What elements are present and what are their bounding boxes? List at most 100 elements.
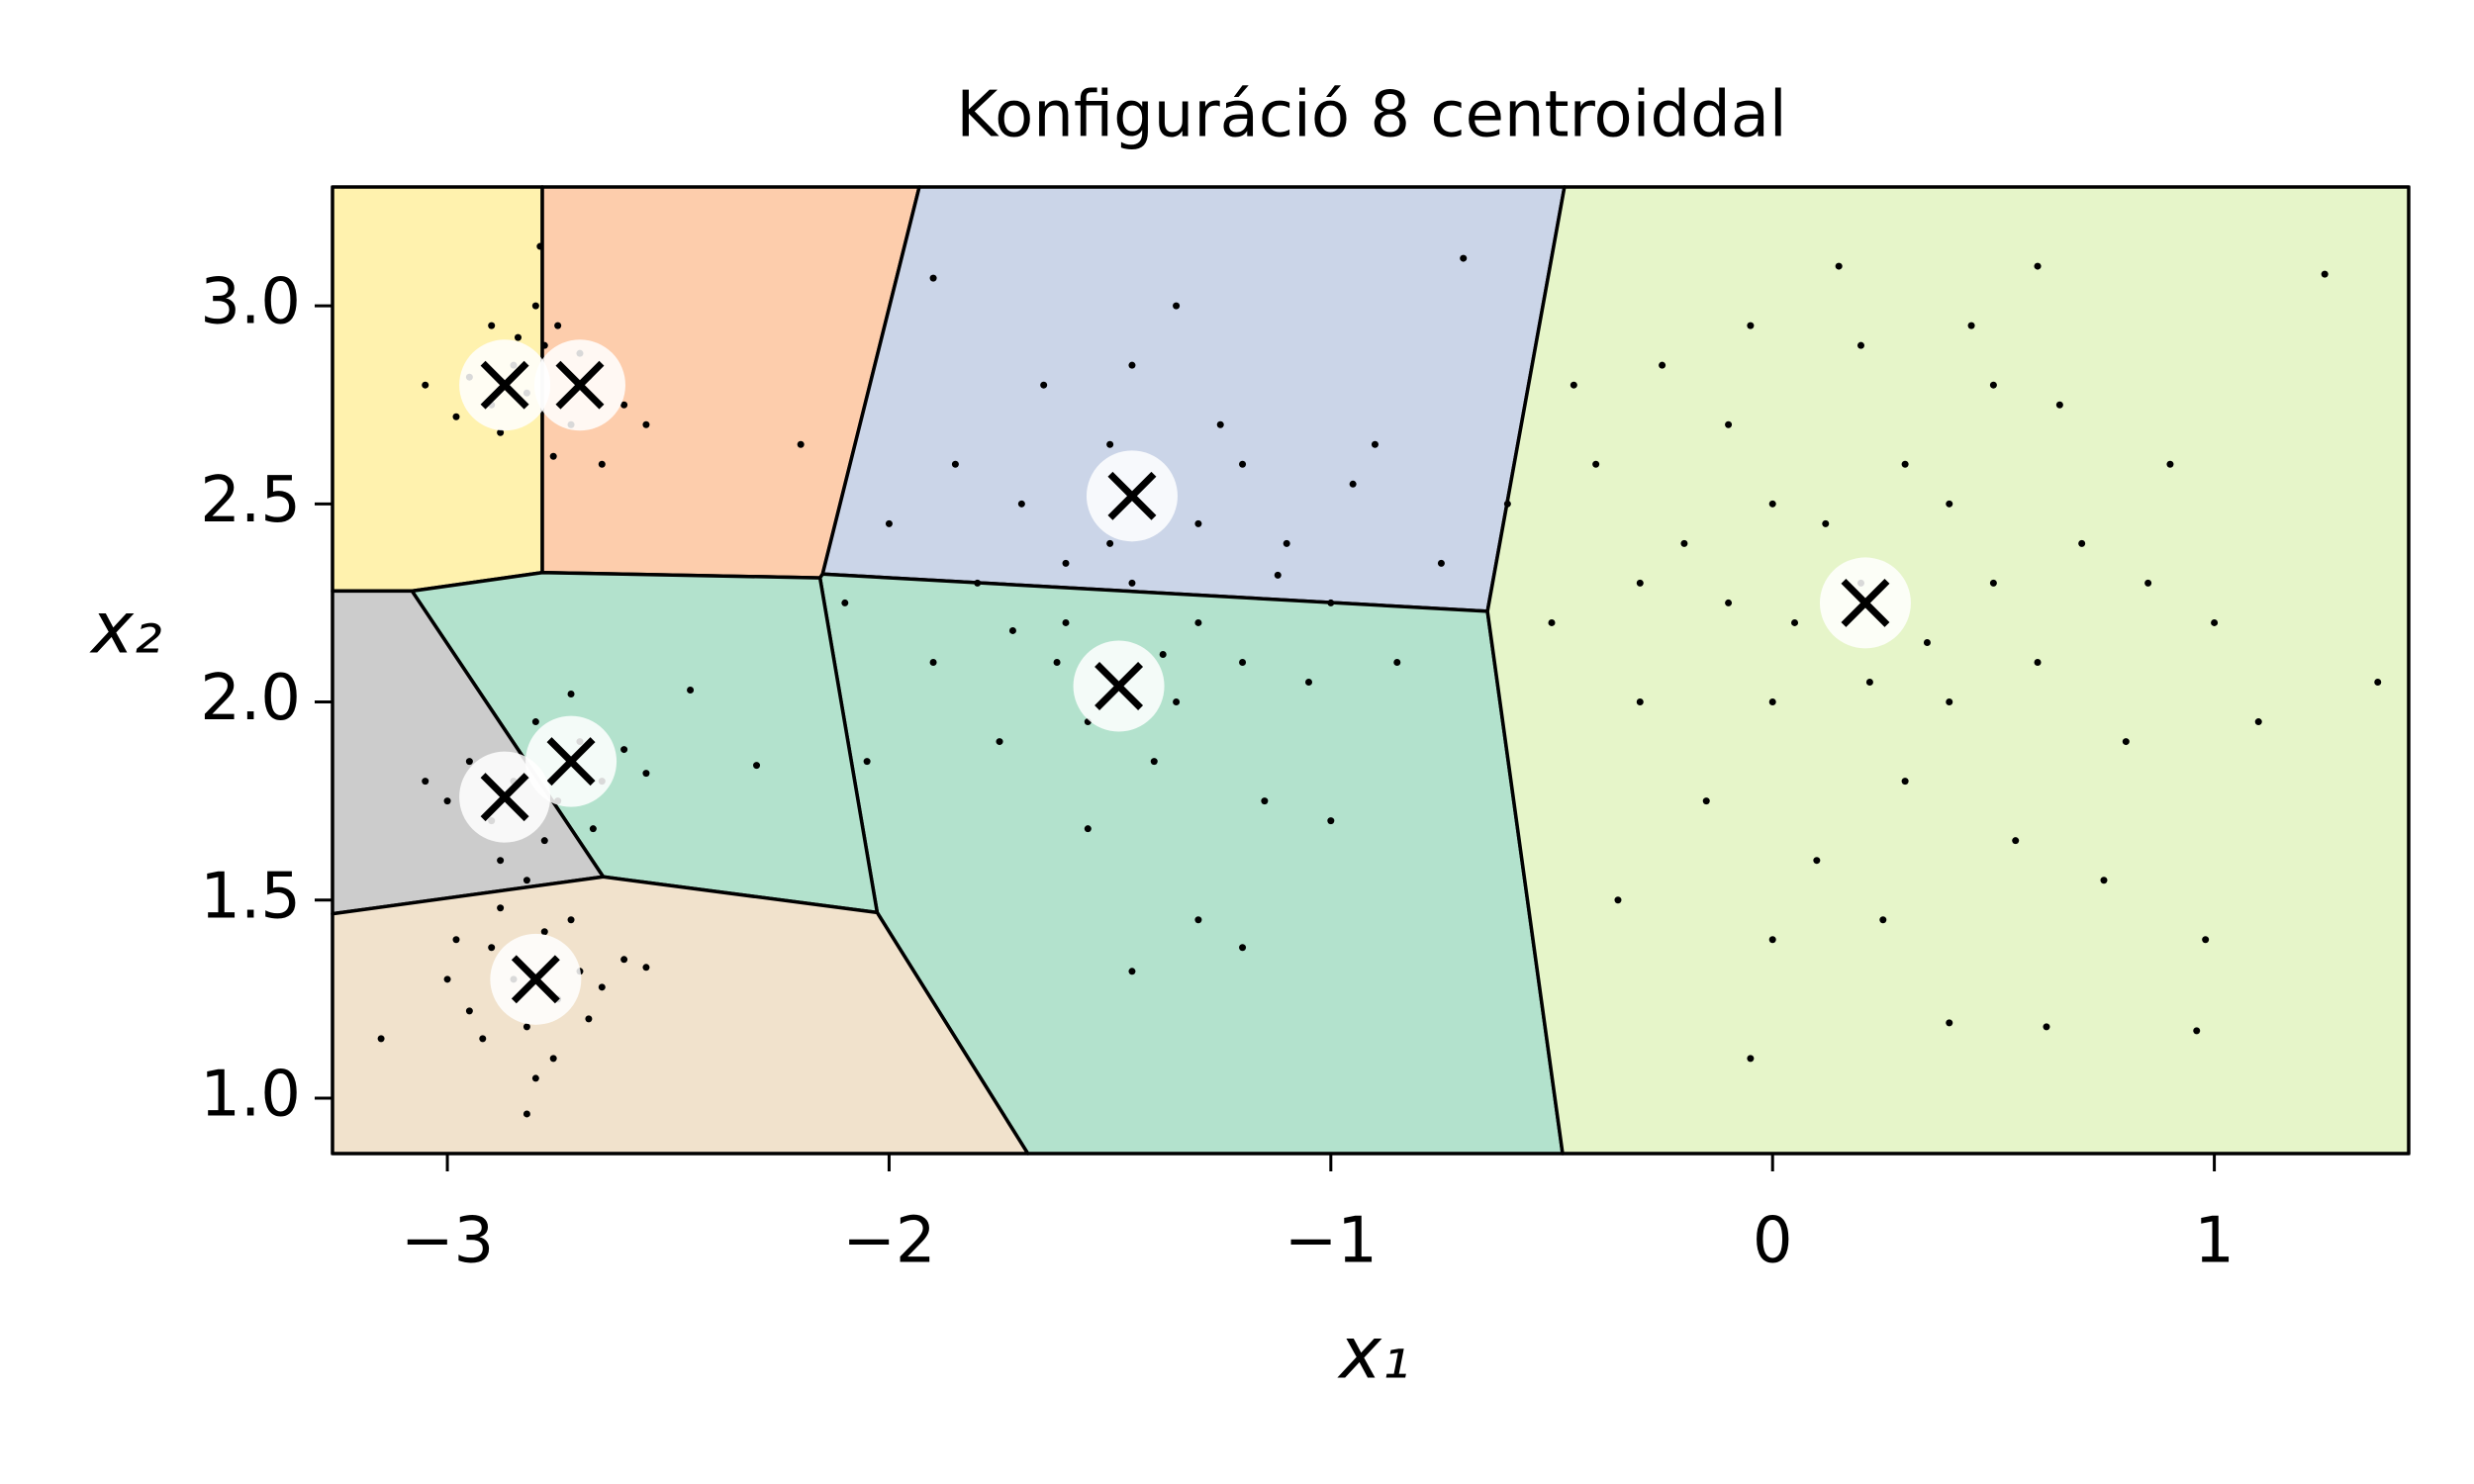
data-point <box>567 691 575 698</box>
centroid-cross <box>480 360 529 410</box>
data-point <box>1128 968 1136 975</box>
data-point <box>1747 322 1755 329</box>
centroid-cross <box>1841 578 1890 627</box>
data-point <box>1216 420 1224 428</box>
data-point <box>1128 579 1136 587</box>
data-point <box>2043 1023 2050 1031</box>
data-point <box>1865 679 1873 687</box>
data-point <box>1835 262 1843 270</box>
data-point <box>620 401 628 409</box>
data-point <box>1106 539 1114 547</box>
data-point <box>1791 618 1799 626</box>
data-point <box>497 857 505 865</box>
data-point <box>422 778 429 786</box>
data-point <box>1659 361 1666 369</box>
data-point <box>540 837 548 845</box>
data-point <box>554 322 562 329</box>
data-point <box>531 718 539 726</box>
data-point <box>1239 460 1247 468</box>
centroid-cross <box>1094 662 1144 710</box>
data-point <box>549 1055 557 1063</box>
data-point <box>1923 638 1931 646</box>
data-point <box>1967 322 1975 329</box>
data-point <box>531 1074 539 1082</box>
data-point <box>1261 797 1269 805</box>
data-point <box>797 440 805 448</box>
data-point <box>1946 698 1953 706</box>
data-point <box>2078 539 2086 547</box>
x-tick-label: −1 <box>1285 1205 1378 1278</box>
data-point <box>1283 539 1290 547</box>
data-point <box>1194 519 1202 527</box>
data-point <box>567 916 575 924</box>
x-tick-label: 0 <box>1753 1205 1793 1278</box>
data-point <box>1747 1055 1755 1063</box>
data-point <box>1128 361 1136 369</box>
data-point <box>642 420 650 428</box>
data-point <box>585 1015 593 1023</box>
data-point <box>1989 579 1997 587</box>
data-point <box>452 413 460 420</box>
data-point <box>1371 440 1379 448</box>
data-point <box>536 242 544 250</box>
data-point <box>1879 916 1887 924</box>
data-point <box>1437 559 1445 567</box>
data-point <box>422 381 429 389</box>
data-point <box>1008 626 1016 634</box>
data-point <box>465 1007 473 1015</box>
data-point <box>443 975 451 983</box>
data-point <box>1901 778 1909 786</box>
data-point <box>540 928 548 936</box>
data-point <box>452 936 460 944</box>
chart-title: Konfiguráció 8 centroiddal <box>956 79 1786 152</box>
x-tick-label: −3 <box>401 1205 494 1278</box>
data-point <box>687 687 695 695</box>
data-point <box>2055 401 2063 409</box>
data-point <box>1768 698 1776 706</box>
data-point <box>1194 618 1202 626</box>
data-point <box>540 341 548 349</box>
data-point <box>753 762 761 770</box>
data-point <box>1040 381 1048 389</box>
y-axis-label: x₂ <box>89 587 161 670</box>
data-point <box>1901 460 1909 468</box>
data-point <box>951 460 959 468</box>
region <box>1485 185 2411 1156</box>
data-point <box>1239 658 1247 666</box>
data-point <box>1393 658 1401 666</box>
data-point <box>2034 262 2042 270</box>
data-point <box>523 1023 530 1031</box>
data-point <box>620 956 628 964</box>
data-point <box>1017 500 1025 508</box>
data-point <box>996 738 1003 746</box>
data-point <box>929 274 937 282</box>
data-point <box>1946 500 1953 508</box>
data-point <box>1548 618 1556 626</box>
data-point <box>1614 896 1622 904</box>
data-point <box>589 825 597 833</box>
data-point <box>1349 480 1357 488</box>
data-point <box>1989 381 1997 389</box>
data-point <box>1636 698 1644 706</box>
data-point <box>2012 837 2020 845</box>
data-point <box>514 333 522 341</box>
x-tick-label: 1 <box>2194 1205 2235 1278</box>
centroid-cross <box>555 360 605 410</box>
data-point <box>443 797 451 805</box>
data-point <box>1173 302 1181 310</box>
data-point <box>2166 460 2174 468</box>
data-point <box>1570 381 1577 389</box>
data-point <box>1946 1019 1953 1027</box>
data-point <box>642 770 650 778</box>
data-point <box>1305 679 1313 687</box>
data-point <box>1150 758 1158 766</box>
region <box>820 185 1567 613</box>
data-point <box>2321 270 2329 278</box>
data-point <box>2122 738 2130 746</box>
data-point <box>488 322 496 329</box>
data-point <box>1702 797 1710 805</box>
data-point <box>1327 599 1335 606</box>
centroid-cross <box>480 773 529 822</box>
